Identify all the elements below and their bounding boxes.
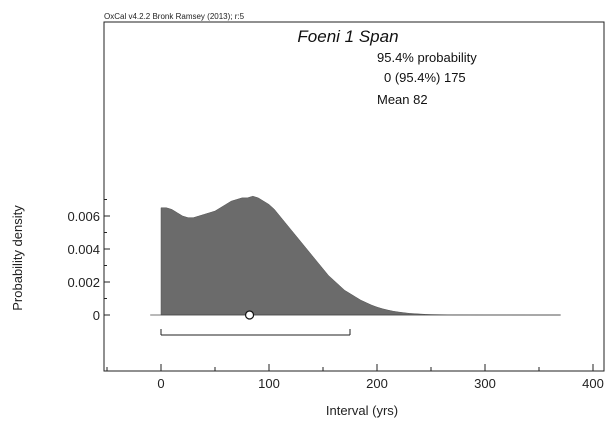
x-tick-label: 300 bbox=[474, 376, 496, 391]
mean-annotation: Mean 82 bbox=[377, 92, 428, 107]
x-tick-label: 200 bbox=[366, 376, 388, 391]
x-axis-label: Interval (yrs) bbox=[326, 403, 398, 418]
y-axis: 0 0.002 0.004 0.006 bbox=[67, 199, 110, 323]
probability-annotation: 95.4% probability bbox=[377, 50, 477, 65]
density-area bbox=[160, 195, 561, 316]
y-axis-label: Probability density bbox=[10, 205, 25, 311]
mean-marker bbox=[244, 310, 255, 320]
y-tick-label: 0 bbox=[93, 308, 100, 323]
x-tick-label: 100 bbox=[258, 376, 280, 391]
plot-frame bbox=[103, 21, 605, 372]
range-annotation: 0 (95.4%) 175 bbox=[384, 70, 466, 85]
x-tick-label: 0 bbox=[157, 376, 164, 391]
y-tick-label: 0.004 bbox=[67, 242, 100, 257]
y-tick-label: 0.006 bbox=[67, 209, 100, 224]
range-bracket-95 bbox=[160, 329, 351, 336]
software-label: OxCal v4.2.2 Bronk Ramsey (2013); r:5 bbox=[104, 12, 245, 21]
y-tick-label: 0.002 bbox=[67, 275, 100, 290]
x-axis: 0 100 200 300 400 bbox=[106, 364, 604, 391]
x-tick-label: 400 bbox=[582, 376, 604, 391]
chart-title: Foeni 1 Span bbox=[297, 27, 398, 46]
